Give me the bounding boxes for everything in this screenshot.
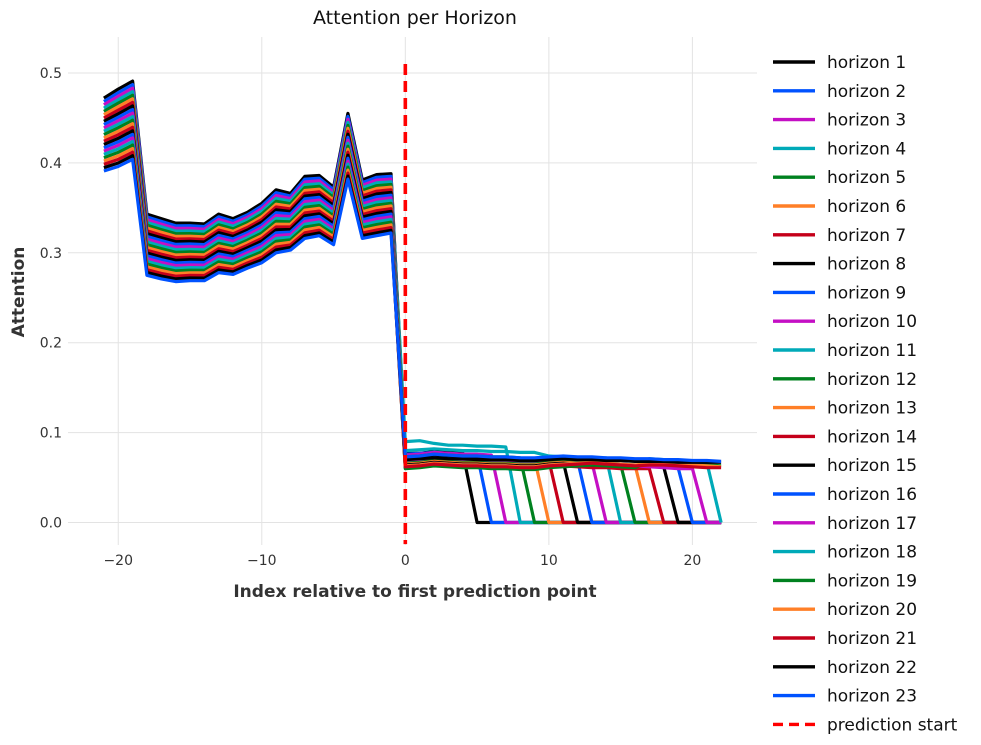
series-line-10 [103, 111, 722, 525]
legend: horizon 1 horizon 2 horizon 3 horizon 4 hori… [773, 53, 958, 735]
legend-label: horizon 8 [827, 255, 906, 275]
series-line-20 [103, 147, 722, 469]
legend-label: horizon 14 [827, 427, 917, 447]
legend-label: horizon 19 [827, 571, 917, 591]
y-axis-title: Attention [9, 247, 29, 338]
legend-label: horizon 20 [827, 600, 917, 620]
series-lines [103, 79, 723, 525]
legend-label: horizon 12 [827, 370, 917, 390]
y-tick-label: 0.5 [40, 66, 62, 82]
legend-label: horizon 7 [827, 226, 906, 246]
legend-label: horizon 9 [827, 283, 906, 303]
chart-title: Attention per Horizon [313, 7, 517, 29]
legend-label: horizon 16 [827, 485, 917, 505]
legend-label: horizon 4 [827, 139, 906, 159]
legend-label: horizon 17 [827, 514, 917, 534]
x-tick-label: 10 [540, 553, 558, 569]
x-axis-title: Index relative to first prediction point [233, 582, 596, 602]
legend-label: horizon 22 [827, 658, 917, 678]
legend-label: horizon 15 [827, 456, 917, 476]
legend-label: horizon 2 [827, 82, 906, 102]
x-tick-label: 0 [401, 553, 410, 569]
legend-label: horizon 10 [827, 312, 917, 332]
y-tick-label: 0.2 [40, 336, 62, 352]
legend-label: horizon 11 [827, 341, 917, 361]
tick-labels: −20 −10 0 10 20 0.0 0.1 0.2 0.3 0.4 0.5 [40, 66, 702, 569]
series-line-19 [103, 143, 722, 472]
x-tick-label: −10 [247, 553, 277, 569]
y-tick-label: 0.0 [40, 516, 62, 532]
legend-label: horizon 18 [827, 543, 917, 563]
x-tick-label: 20 [683, 553, 701, 569]
legend-label: horizon 13 [827, 399, 917, 419]
x-tick-label: −20 [103, 553, 133, 569]
series-line-23 [103, 157, 722, 463]
legend-label: horizon 1 [827, 53, 906, 73]
series-line-13 [103, 122, 722, 525]
y-tick-label: 0.3 [40, 246, 62, 262]
legend-label: horizon 5 [827, 168, 906, 188]
legend-label: horizon 3 [827, 111, 906, 131]
y-tick-label: 0.1 [40, 426, 62, 442]
legend-label: horizon 23 [827, 687, 917, 707]
legend-label: horizon 21 [827, 629, 917, 649]
legend-label: horizon 6 [827, 197, 906, 217]
series-line-11 [103, 115, 722, 525]
legend-label: prediction start [827, 715, 958, 735]
y-tick-label: 0.4 [40, 156, 62, 172]
series-line-22 [103, 154, 722, 464]
series-line-21 [103, 150, 722, 470]
